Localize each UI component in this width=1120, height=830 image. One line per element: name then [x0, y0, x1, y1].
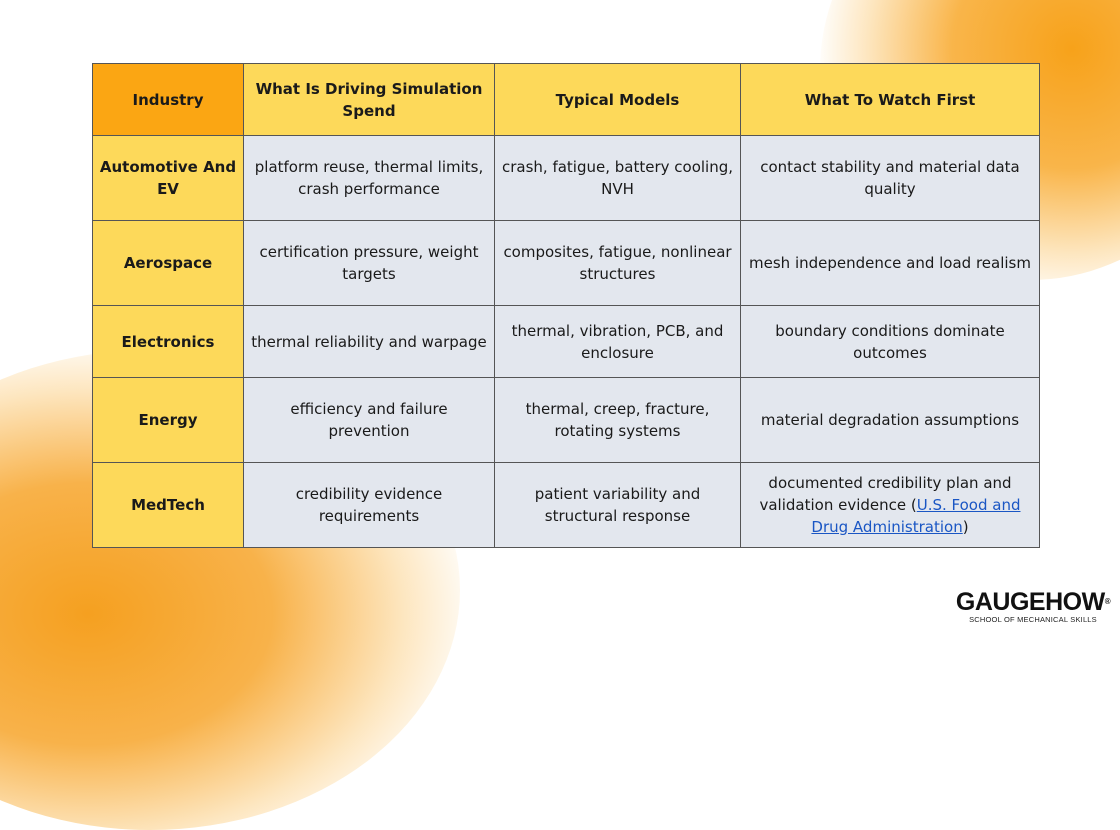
driver-cell: credibility evidence requirements — [243, 462, 495, 548]
gaugehow-logo: GAUGEHOW® SCHOOL OF MECHANICAL SKILLS — [952, 589, 1114, 624]
watch-cell: documented credibility plan and validati… — [740, 462, 1040, 548]
industry-cell: Energy — [92, 377, 244, 463]
industry-comparison-table: Industry What Is Driving Simulation Spen… — [92, 63, 1040, 548]
driver-cell: certification pressure, weight targets — [243, 220, 495, 306]
table-row: Energy efficiency and failure prevention… — [92, 377, 1040, 463]
registered-mark: ® — [1104, 597, 1111, 606]
header-industry: Industry — [92, 63, 244, 136]
driver-cell: efficiency and failure prevention — [243, 377, 495, 463]
watch-cell: contact stability and material data qual… — [740, 135, 1040, 221]
table-header-row: Industry What Is Driving Simulation Spen… — [92, 63, 1040, 136]
watch-cell: mesh independence and load realism — [740, 220, 1040, 306]
industry-cell: MedTech — [92, 462, 244, 548]
table-row: Electronics thermal reliability and warp… — [92, 305, 1040, 378]
driver-cell: platform reuse, thermal limits, crash pe… — [243, 135, 495, 221]
driver-cell: thermal reliability and warpage — [243, 305, 495, 378]
table-row: Aerospace certification pressure, weight… — [92, 220, 1040, 306]
models-cell: patient variability and structural respo… — [494, 462, 741, 548]
watch-cell: boundary conditions dominate outcomes — [740, 305, 1040, 378]
models-cell: thermal, vibration, PCB, and enclosure — [494, 305, 741, 378]
industry-cell: Automotive And EV — [92, 135, 244, 221]
watch-cell: material degradation assumptions — [740, 377, 1040, 463]
table-row: Automotive And EV platform reuse, therma… — [92, 135, 1040, 221]
header-driver: What Is Driving Simulation Spend — [243, 63, 495, 136]
logo-name: GAUGEHOW — [955, 588, 1105, 616]
industry-cell: Electronics — [92, 305, 244, 378]
logo-tagline: SCHOOL OF MECHANICAL SKILLS — [969, 615, 1097, 624]
models-cell: thermal, creep, fracture, rotating syste… — [494, 377, 741, 463]
header-watch: What To Watch First — [740, 63, 1040, 136]
header-models: Typical Models — [494, 63, 741, 136]
watch-text-prefix: documented credibility plan and validati… — [759, 474, 1012, 514]
table-row: MedTech credibility evidence requirement… — [92, 462, 1040, 548]
watch-text-suffix: ) — [962, 518, 969, 536]
models-cell: crash, fatigue, battery cooling, NVH — [494, 135, 741, 221]
models-cell: composites, fatigue, nonlinear structure… — [494, 220, 741, 306]
industry-cell: Aerospace — [92, 220, 244, 306]
fda-link[interactable]: U.S. Food and Drug Administration — [811, 496, 1021, 536]
